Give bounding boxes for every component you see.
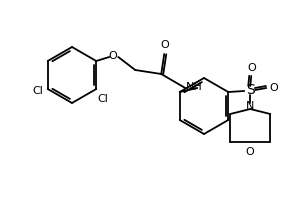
Text: O: O [161,40,170,50]
Text: S: S [246,83,255,97]
Text: Cl: Cl [33,86,43,96]
Text: Cl: Cl [97,94,108,104]
Text: NH: NH [186,82,203,92]
Text: O: O [269,83,278,93]
Text: O: O [109,51,117,61]
Text: O: O [248,63,257,73]
Text: O: O [246,147,255,157]
Text: N: N [246,101,255,111]
